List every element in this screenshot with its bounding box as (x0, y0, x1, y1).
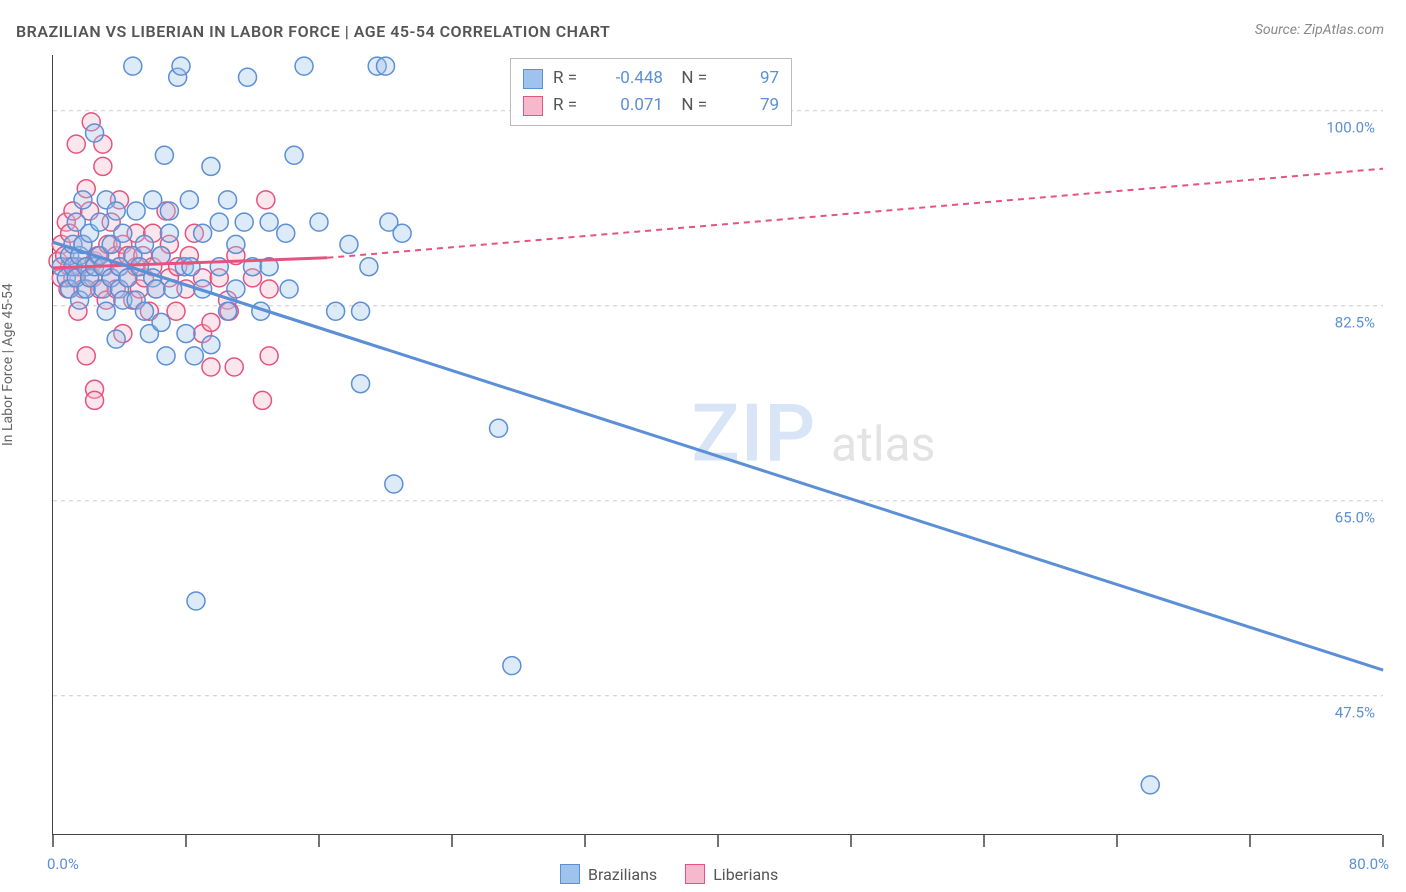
legend-row-brazilians: R = -0.448 N = 97 (523, 65, 779, 92)
legend-n-label: N = (673, 65, 707, 92)
legend-n-value-brazilians: 97 (717, 65, 779, 92)
legend-r-label: R = (553, 65, 591, 92)
plot-area: 47.5%65.0%82.5%100.0%0.0%80.0%ZIPatlas (52, 55, 1382, 835)
svg-text:atlas: atlas (831, 416, 935, 473)
legend-label-liberians: Liberians (713, 865, 778, 884)
legend-item-liberians: Liberians (685, 864, 778, 884)
svg-text:80.0%: 80.0% (1349, 855, 1389, 873)
svg-text:100.0%: 100.0% (1326, 119, 1375, 137)
legend-r-value-liberians: 0.071 (601, 92, 663, 119)
chart-title: BRAZILIAN VS LIBERIAN IN LABOR FORCE | A… (16, 22, 610, 41)
legend-row-liberians: R = 0.071 N = 79 (523, 92, 779, 119)
correlation-legend: R = -0.448 N = 97 R = 0.071 N = 79 (510, 58, 792, 126)
svg-text:65.0%: 65.0% (1335, 509, 1375, 527)
swatch-brazilians (523, 69, 543, 89)
series-legend: Brazilians Liberians (560, 864, 778, 884)
swatch-brazilians-bottom (560, 864, 580, 884)
legend-label-brazilians: Brazilians (588, 865, 657, 884)
legend-r-label: R = (553, 92, 591, 119)
source-attribution: Source: ZipAtlas.com (1255, 22, 1384, 38)
legend-item-brazilians: Brazilians (560, 864, 657, 884)
legend-n-label: N = (673, 92, 707, 119)
swatch-liberians-bottom (685, 864, 705, 884)
svg-text:0.0%: 0.0% (47, 855, 79, 873)
legend-n-value-liberians: 79 (717, 92, 779, 119)
swatch-liberians (523, 96, 543, 116)
y-axis-label: In Labor Force | Age 45-54 (0, 283, 16, 446)
svg-text:82.5%: 82.5% (1335, 314, 1375, 332)
svg-text:47.5%: 47.5% (1335, 704, 1375, 722)
chart-svg: 47.5%65.0%82.5%100.0%0.0%80.0%ZIPatlas (53, 55, 1382, 834)
legend-r-value-brazilians: -0.448 (601, 65, 663, 92)
